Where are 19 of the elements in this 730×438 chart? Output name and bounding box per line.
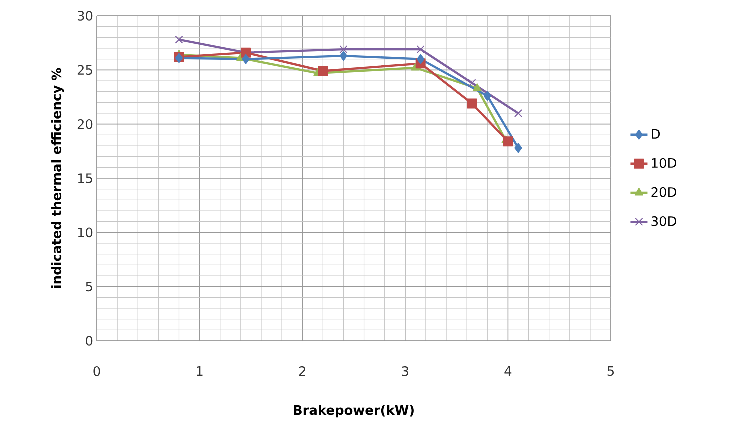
legend-label: 10D: [652, 158, 676, 168]
legend-label: 20D: [652, 187, 676, 198]
x-tick-label: 1: [197, 366, 203, 376]
x-tick-label: 4: [504, 366, 512, 376]
x-axis-title: Brakepower(kW): [294, 405, 414, 418]
x-tick-label: 5: [608, 366, 614, 376]
y-tick-label: 0: [86, 336, 93, 346]
y-tick-label: 30: [78, 11, 93, 21]
y-axis-title: indicated thermal efficiency %: [52, 68, 64, 288]
y-tick-label: 25: [78, 65, 92, 76]
x-tick-label: 3: [402, 366, 408, 376]
x-tick-label: 0: [94, 366, 100, 376]
y-tick-label: 15: [78, 174, 92, 184]
legend-label: 30D: [652, 216, 676, 226]
legend-label: D: [652, 129, 660, 139]
y-tick-label: 10: [78, 228, 93, 238]
y-tick-label: 5: [86, 282, 92, 292]
x-tick-label: 2: [299, 366, 306, 376]
y-tick-label: 20: [78, 119, 93, 130]
